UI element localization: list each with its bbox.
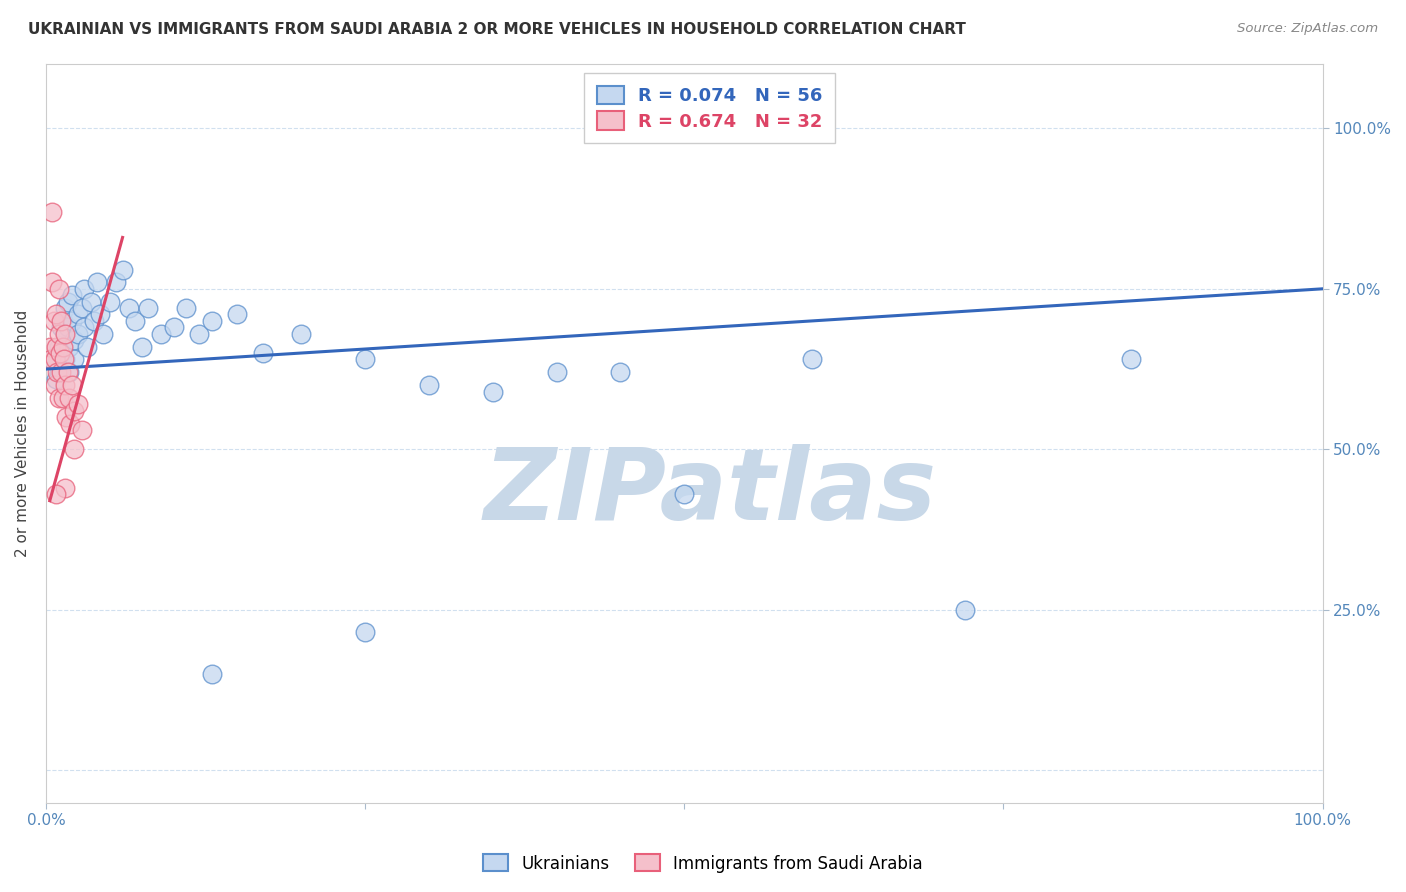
Point xyxy=(201,314,224,328)
Point xyxy=(53,326,76,341)
Point xyxy=(58,365,80,379)
Point xyxy=(89,308,111,322)
Point xyxy=(63,442,86,457)
Point xyxy=(41,276,63,290)
Text: Source: ZipAtlas.com: Source: ZipAtlas.com xyxy=(1237,22,1378,36)
Point xyxy=(48,365,70,379)
Point xyxy=(70,423,93,437)
Point xyxy=(131,340,153,354)
Point xyxy=(93,326,115,341)
Point xyxy=(354,625,377,640)
Point xyxy=(76,340,98,354)
Point xyxy=(953,603,976,617)
Point xyxy=(56,294,79,309)
Point xyxy=(53,378,76,392)
Text: ZIPatlas: ZIPatlas xyxy=(484,444,936,541)
Point xyxy=(188,326,211,341)
Point xyxy=(51,320,73,334)
Point xyxy=(73,282,96,296)
Point xyxy=(63,352,86,367)
Point xyxy=(56,320,79,334)
Point xyxy=(66,308,89,322)
Point xyxy=(46,365,69,379)
Point xyxy=(111,262,134,277)
Point xyxy=(546,365,568,379)
Point xyxy=(39,352,62,367)
Text: UKRAINIAN VS IMMIGRANTS FROM SAUDI ARABIA 2 OR MORE VEHICLES IN HOUSEHOLD CORREL: UKRAINIAN VS IMMIGRANTS FROM SAUDI ARABI… xyxy=(28,22,966,37)
Point xyxy=(63,333,86,347)
Point xyxy=(53,301,76,315)
Point xyxy=(48,282,70,296)
Point xyxy=(176,301,198,315)
Point xyxy=(56,365,79,379)
Point xyxy=(481,384,503,399)
Point xyxy=(149,326,172,341)
Point xyxy=(136,301,159,315)
Point xyxy=(73,320,96,334)
Point xyxy=(52,352,75,367)
Legend: R = 0.074   N = 56, R = 0.674   N = 32: R = 0.074 N = 56, R = 0.674 N = 32 xyxy=(585,73,835,144)
Point xyxy=(418,378,440,392)
Point xyxy=(60,378,83,392)
Point xyxy=(53,326,76,341)
Point xyxy=(105,276,128,290)
Point xyxy=(86,276,108,290)
Point xyxy=(45,308,67,322)
Point xyxy=(52,340,75,354)
Point xyxy=(79,294,101,309)
Point xyxy=(48,326,70,341)
Point xyxy=(45,340,67,354)
Point xyxy=(45,487,67,501)
Point xyxy=(252,346,274,360)
Point xyxy=(124,314,146,328)
Point xyxy=(609,365,631,379)
Point xyxy=(38,340,60,354)
Point xyxy=(354,352,377,367)
Point xyxy=(59,417,82,431)
Point xyxy=(58,391,80,405)
Point xyxy=(70,301,93,315)
Point xyxy=(44,378,66,392)
Point xyxy=(58,340,80,354)
Point xyxy=(51,314,73,328)
Point xyxy=(44,352,66,367)
Point xyxy=(48,391,70,405)
Point xyxy=(53,481,76,495)
Point xyxy=(201,667,224,681)
Point xyxy=(45,372,67,386)
Point xyxy=(51,346,73,360)
Point xyxy=(98,294,121,309)
Point xyxy=(52,340,75,354)
Point xyxy=(66,397,89,411)
Point xyxy=(49,346,72,360)
Point xyxy=(118,301,141,315)
Point xyxy=(1119,352,1142,367)
Point xyxy=(52,391,75,405)
Point xyxy=(55,410,77,425)
Point xyxy=(66,326,89,341)
Point xyxy=(48,340,70,354)
Point xyxy=(800,352,823,367)
Point xyxy=(41,352,63,367)
Point xyxy=(290,326,312,341)
Point xyxy=(52,314,75,328)
Point xyxy=(83,314,105,328)
Point xyxy=(226,308,249,322)
Point xyxy=(60,288,83,302)
Point xyxy=(673,487,696,501)
Point xyxy=(60,314,83,328)
Point xyxy=(53,352,76,367)
Point xyxy=(63,404,86,418)
Legend: Ukrainians, Immigrants from Saudi Arabia: Ukrainians, Immigrants from Saudi Arabia xyxy=(477,847,929,880)
Point xyxy=(41,204,63,219)
Y-axis label: 2 or more Vehicles in Household: 2 or more Vehicles in Household xyxy=(15,310,30,557)
Point xyxy=(51,365,73,379)
Point xyxy=(42,314,65,328)
Point xyxy=(162,320,184,334)
